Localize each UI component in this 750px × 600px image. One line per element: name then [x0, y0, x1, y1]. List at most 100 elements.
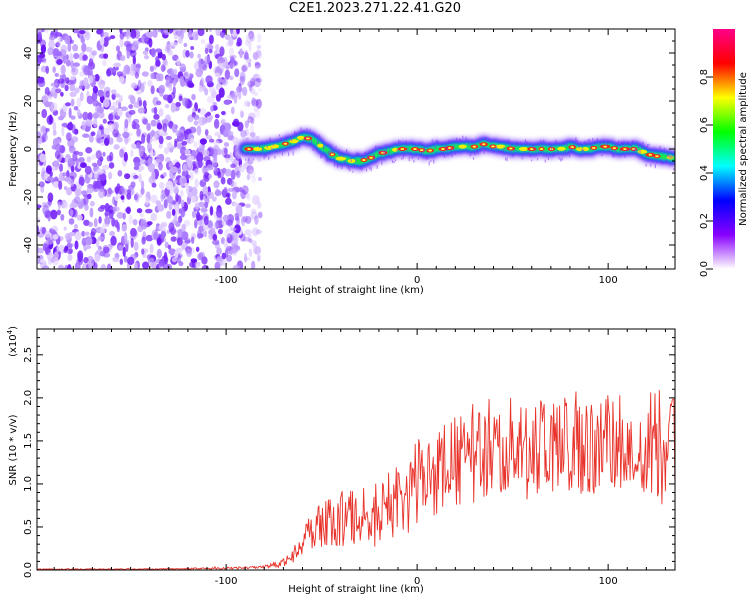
- spectrogram-noise-speck: [92, 118, 98, 128]
- ridge-whisker: [521, 157, 524, 160]
- spectrogram-noise-speck: [212, 101, 217, 107]
- spectrogram-noise-speck: [154, 171, 159, 180]
- ridge-whisker: [402, 154, 404, 160]
- spectrogram-noise-speck: [128, 109, 136, 115]
- spectrogram-noise-speck: [97, 235, 104, 241]
- spectrogram-noise-speck: [123, 151, 128, 162]
- spectrogram-noise-speck: [128, 104, 134, 109]
- spectrogram-noise-speck: [253, 75, 259, 80]
- ridge-whisker: [566, 142, 568, 147]
- spectrogram-noise-speck: [119, 38, 124, 48]
- spectrogram-noise-speck: [197, 159, 203, 169]
- ridge-whisker: [492, 150, 494, 154]
- ridge-whisker: [618, 140, 620, 144]
- spectrogram-noise-speck: [244, 229, 252, 236]
- spectrogram-noise-speck: [212, 157, 218, 168]
- ridge-whisker: [246, 150, 248, 155]
- spectrogram-noise-speck: [124, 118, 129, 129]
- spectrogram-noise-speck: [224, 141, 229, 147]
- ridge-whisker: [260, 152, 262, 154]
- spectrogram-noise-speck: [202, 149, 210, 157]
- spectrogram-noise-speck: [133, 101, 141, 109]
- colorbar-tick-label: 0.2: [699, 213, 710, 229]
- ridge-whisker: [530, 159, 533, 162]
- ridge-whisker: [320, 153, 322, 159]
- spectrogram-noise-speck: [147, 79, 153, 88]
- spectrogram-noise-speck: [243, 100, 251, 107]
- spectrogram-noise-speck: [189, 171, 194, 181]
- ridge-whisker: [420, 152, 423, 156]
- spectrogram-noise-speck: [246, 101, 251, 107]
- spectrogram-noise-speck: [195, 70, 202, 77]
- spectrogram-noise-speck: [215, 29, 221, 37]
- spectrogram-noise-speck: [45, 65, 50, 74]
- spectrogram-noise-speck: [108, 137, 114, 145]
- ridge-hotspot: [335, 156, 347, 161]
- spectrogram-noise-speck: [77, 250, 84, 261]
- ridge-whisker: [433, 159, 435, 164]
- spectrogram-noise-speck: [146, 133, 151, 144]
- spectrogram-noise-speck: [255, 98, 262, 109]
- spectrogram-noise-speck: [187, 114, 194, 123]
- spectrogram-noise-speck: [197, 145, 205, 153]
- ridge-whisker: [468, 142, 470, 147]
- ridge-whisker: [442, 151, 444, 156]
- spectrogram-noise-speck: [145, 196, 150, 206]
- spectrogram-noise-speck: [222, 131, 229, 138]
- spectrogram-noise-speck: [74, 240, 79, 250]
- ridge-whisker: [602, 140, 604, 144]
- spectrogram-noise-speck: [174, 250, 179, 259]
- ridge-whisker: [648, 143, 650, 146]
- spectrogram-noise-speck: [255, 49, 262, 58]
- ridge-whisker: [460, 139, 462, 142]
- spectrogram-noise-speck: [150, 194, 158, 204]
- spectrogram-noise-speck: [48, 39, 55, 50]
- spectrogram-noise-speck: [244, 120, 249, 129]
- ridge-whisker: [671, 155, 673, 159]
- ridge-hotspot-core: [655, 155, 659, 158]
- spectrogram-noise-speck: [244, 215, 252, 224]
- spectrogram-noise-speck: [39, 153, 47, 163]
- ridge-hotspot: [317, 143, 324, 148]
- spectrogram-noise-speck: [241, 86, 248, 96]
- spectrogram-noise-speck: [229, 180, 235, 187]
- ridge-whisker: [401, 157, 403, 160]
- ridge-whisker: [346, 148, 348, 153]
- ridge-whisker: [277, 141, 279, 144]
- spectrogram-noise-speck: [199, 190, 204, 201]
- spectrogram-noise-speck: [158, 161, 163, 171]
- spectrogram-noise-speck: [208, 29, 213, 33]
- spectrogram-noise-speck: [204, 88, 209, 96]
- spectrogram-noise-speck: [188, 82, 195, 88]
- ridge-whisker: [573, 143, 575, 147]
- spectrogram-noise-speck: [168, 161, 174, 169]
- spectrogram-noise-speck: [150, 212, 158, 222]
- spectrogram-noise-speck: [201, 256, 208, 265]
- ridge-whisker: [313, 132, 316, 136]
- spectrogram-noise-speck: [74, 87, 80, 94]
- ridge-whisker: [286, 137, 288, 141]
- spectrogram-noise-speck: [155, 59, 161, 67]
- ridge-hotspot-core: [413, 148, 417, 150]
- spectrogram-noise-speck: [108, 209, 114, 220]
- ridge-whisker: [291, 137, 293, 142]
- spectrogram-noise-speck: [116, 221, 120, 230]
- ridge-whisker: [398, 139, 400, 145]
- ridge-whisker: [404, 154, 406, 157]
- spectrogram-noise-speck: [239, 75, 245, 86]
- spectrogram-noise-speck: [146, 30, 154, 38]
- spectrogram-noise-speck: [145, 208, 153, 214]
- spectrogram-noise-speck: [250, 260, 256, 269]
- ridge-whisker: [624, 154, 626, 158]
- spectrogram-noise-speck: [116, 211, 125, 219]
- spectrogram-noise-speck: [204, 47, 209, 55]
- spectrogram-noise-speck: [224, 186, 228, 192]
- ridge-whisker: [459, 138, 461, 142]
- spectrogram-noise-speck: [140, 187, 145, 195]
- spectrogram-noise-speck: [171, 208, 176, 216]
- spectrogram-noise-speck: [56, 51, 62, 57]
- spectrogram-noise-speck: [47, 212, 51, 222]
- spectrogram-noise-speck: [190, 258, 198, 263]
- spectrogram-noise-speck: [240, 216, 246, 227]
- spectrogram-noise-speck: [122, 131, 130, 139]
